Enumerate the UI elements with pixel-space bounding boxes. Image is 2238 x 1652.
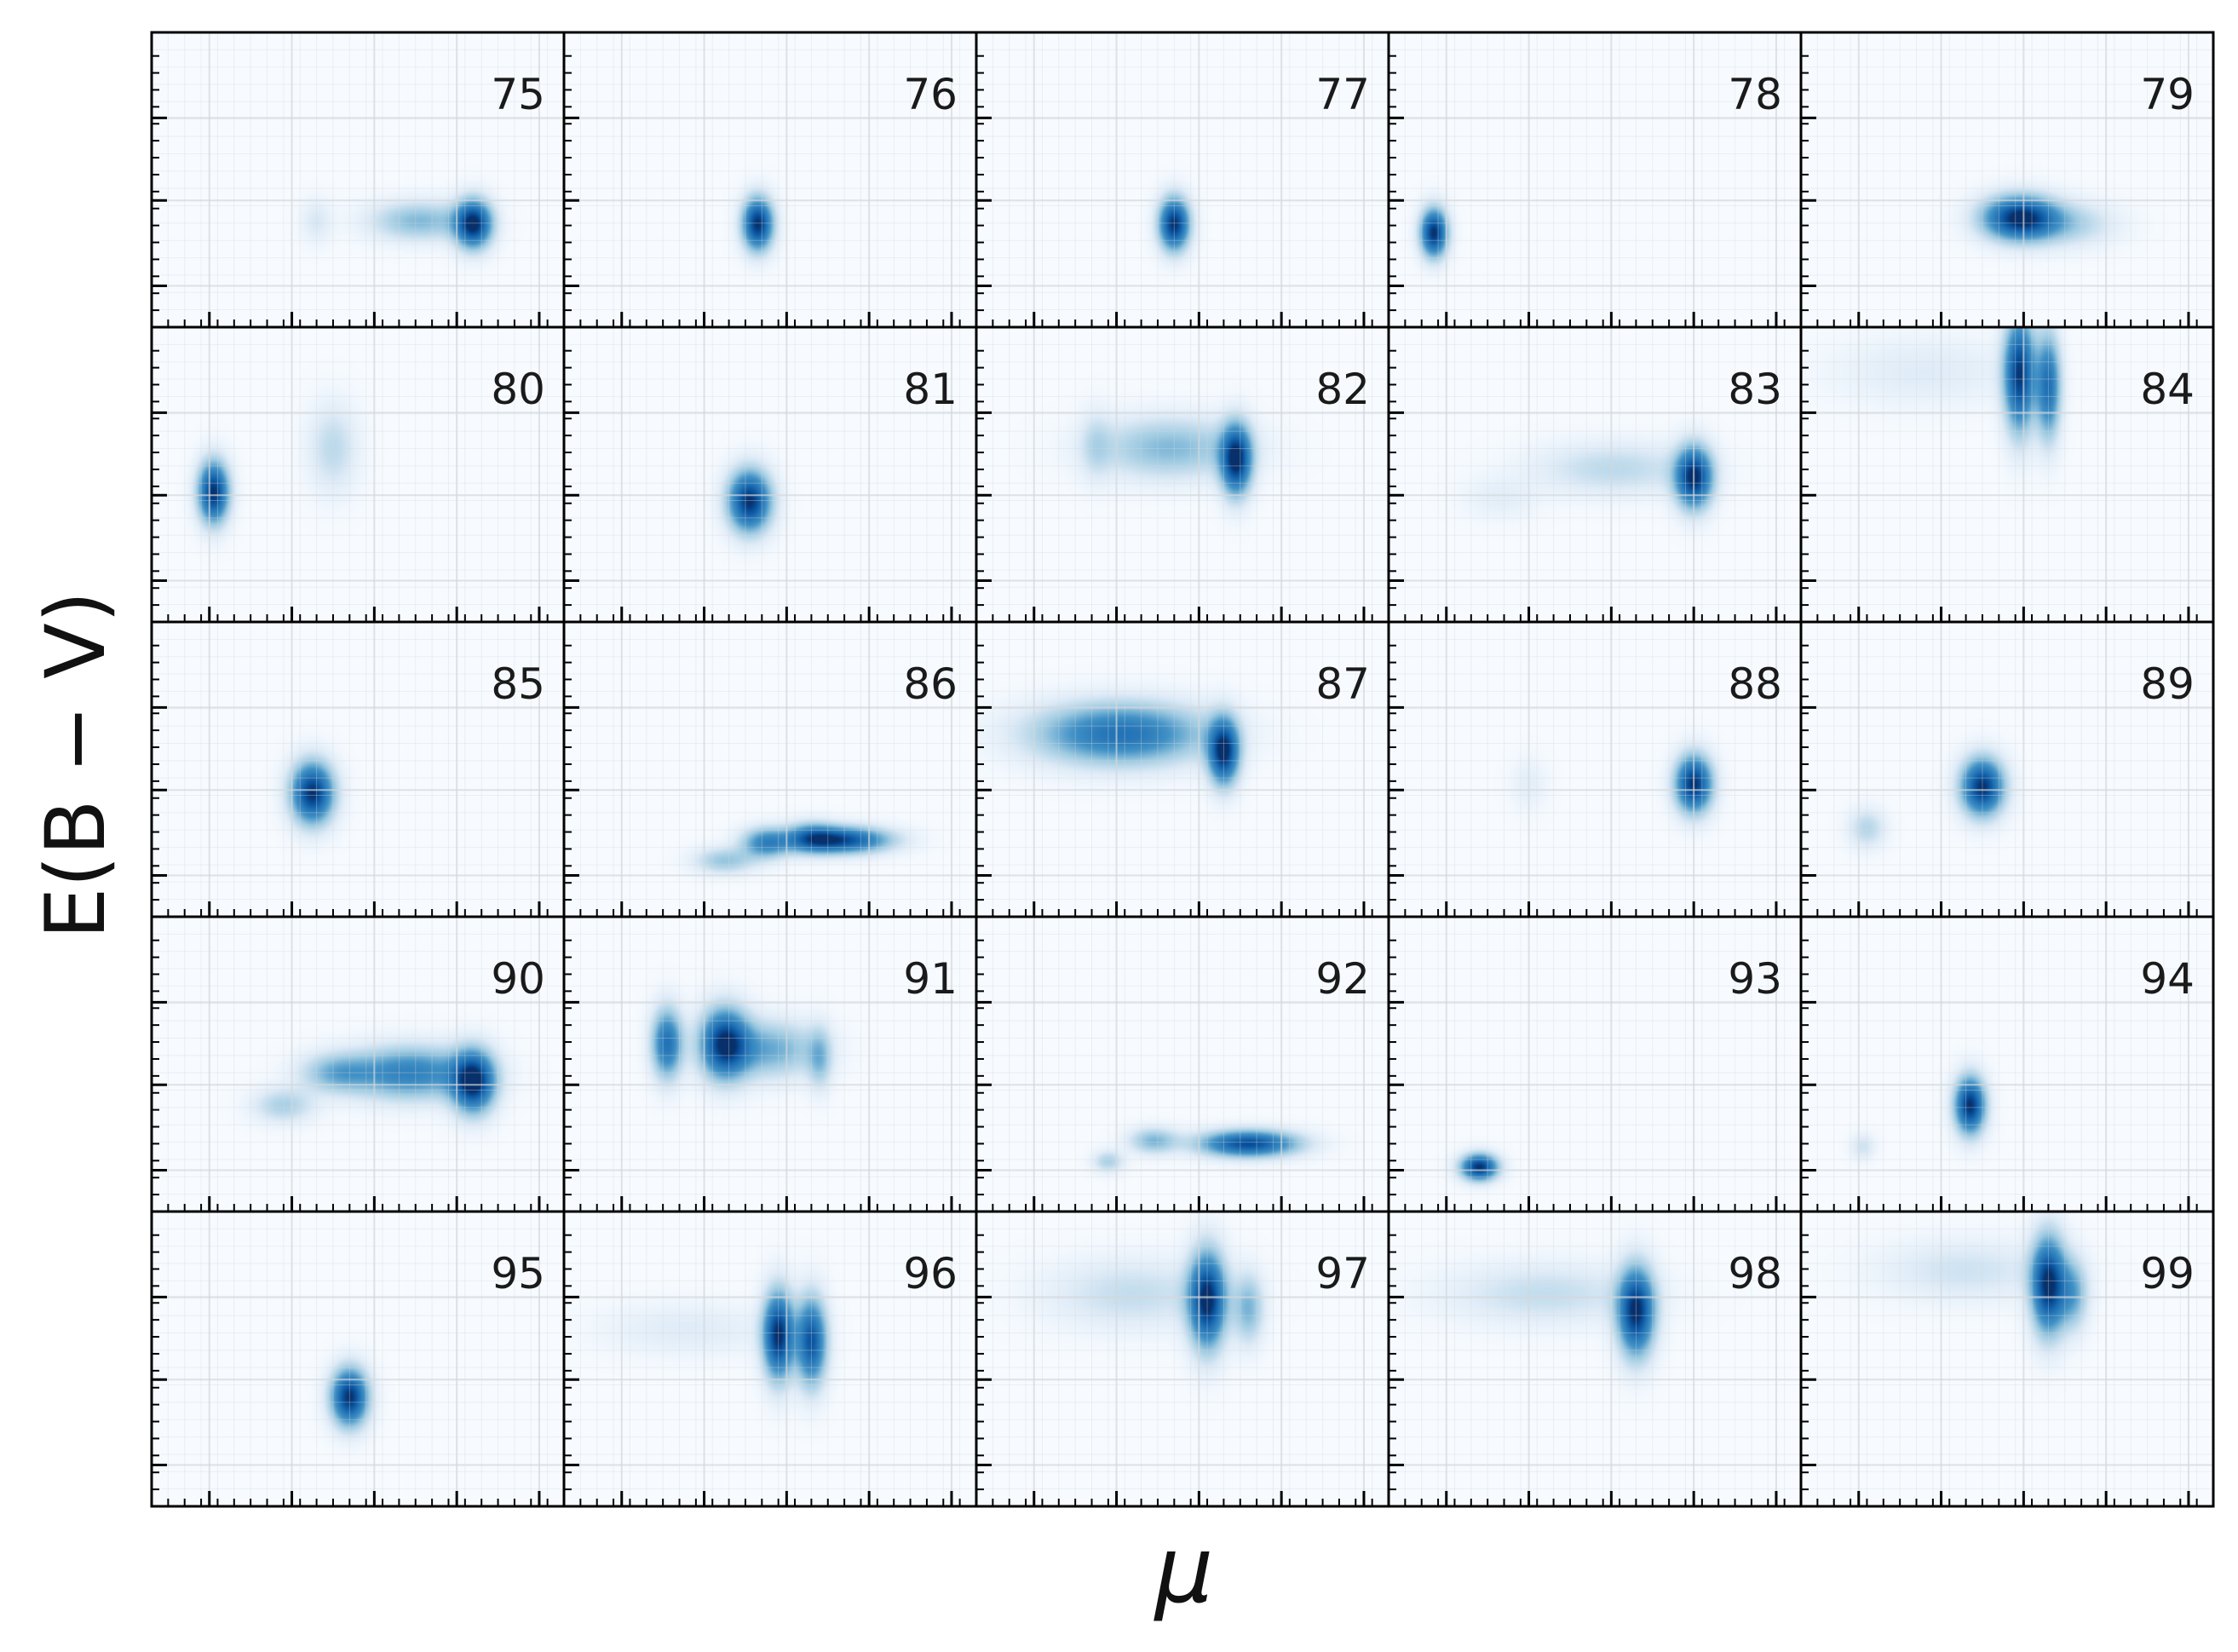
panels-layer: 75 76 77 78 79 80 81 82 83 84 85 86 87 88 89 90 91 92 93 94… [150, 31, 2215, 1508]
panel-89: 89 [1799, 620, 2215, 918]
density-heatmap [1801, 32, 2213, 327]
density-heatmap [152, 917, 564, 1212]
density-heatmap [1801, 1212, 2213, 1506]
panel-75: 75 [150, 31, 566, 329]
density-heatmap [976, 1212, 1389, 1506]
panel-number-label: 89 [2140, 659, 2195, 709]
panel-97: 97 [975, 1210, 1390, 1508]
density-heatmap [1801, 622, 2213, 917]
panel-number-label: 85 [491, 659, 545, 709]
density-heatmap [152, 1212, 564, 1506]
panel-number-label: 93 [1728, 954, 1782, 1004]
panel-87: 87 [975, 620, 1390, 918]
panel-number-label: 77 [1315, 70, 1370, 119]
x-axis-label: μ [1154, 1517, 1214, 1624]
panel-number-label: 98 [1728, 1249, 1782, 1298]
panel-number-label: 88 [1728, 659, 1782, 709]
panel-85: 85 [150, 620, 566, 918]
panel-78: 78 [1387, 31, 1803, 329]
panel-frame [1799, 1210, 2215, 1508]
panel-number-label: 91 [903, 954, 958, 1004]
panel-number-label: 86 [903, 659, 958, 709]
panel-number-label: 97 [1315, 1249, 1370, 1298]
panel-98: 98 [1387, 1210, 1803, 1508]
density-heatmap [564, 327, 976, 622]
density-heatmap [1389, 327, 1801, 622]
panel-number-label: 92 [1315, 954, 1370, 1004]
panel-90: 90 [150, 915, 566, 1213]
panel-83: 83 [1387, 325, 1803, 624]
panel-86: 86 [562, 620, 978, 918]
panel-99: 99 [1799, 1210, 2215, 1508]
panel-76: 76 [562, 31, 978, 329]
panel-number-label: 79 [2140, 70, 2195, 119]
density-heatmap [1389, 32, 1801, 327]
panel-number-label: 82 [1315, 365, 1370, 414]
panel-number-label: 76 [903, 70, 958, 119]
panel-95: 95 [150, 1210, 566, 1508]
density-heatmap [976, 917, 1389, 1212]
density-heatmap [976, 622, 1389, 917]
panel-94: 94 [1799, 915, 2215, 1213]
panel-82: 82 [975, 325, 1390, 624]
panel-93: 93 [1387, 915, 1803, 1213]
panel-number-label: 87 [1315, 659, 1370, 709]
panel-79: 79 [1799, 31, 2215, 329]
panel-number-label: 81 [903, 365, 958, 414]
panel-number-label: 84 [2140, 365, 2195, 414]
density-heatmap [564, 622, 976, 917]
panel-number-label: 90 [491, 954, 545, 1004]
panel-80: 80 [150, 325, 566, 624]
panel-number-label: 83 [1728, 365, 1782, 414]
panel-88: 88 [1387, 620, 1803, 918]
y-axis-label: E(B − V) [28, 591, 124, 940]
panel-84: 84 [1799, 325, 2215, 624]
density-heatmap [1389, 622, 1801, 917]
panel-92: 92 [975, 915, 1390, 1213]
density-heatmap [1801, 917, 2213, 1212]
density-heatmap [152, 622, 564, 917]
density-heatmap [564, 1212, 976, 1506]
panel-number-label: 95 [491, 1249, 545, 1298]
density-heatmap [976, 32, 1389, 327]
density-heatmap [564, 32, 976, 327]
panel-96: 96 [562, 1210, 978, 1508]
panel-81: 81 [562, 325, 978, 624]
density-heatmap [1389, 1212, 1801, 1506]
panel-number-label: 80 [491, 365, 545, 414]
panel-91: 91 [562, 915, 978, 1213]
panel-number-label: 96 [903, 1249, 958, 1298]
panel-77: 77 [975, 31, 1390, 329]
panel-number-label: 78 [1728, 70, 1782, 119]
panel-number-label: 75 [491, 70, 545, 119]
panel-number-label: 94 [2140, 954, 2195, 1004]
density-heatmap [564, 917, 976, 1212]
density-heatmap [1389, 917, 1801, 1212]
density-heatmap [1801, 327, 2213, 622]
panel-number-label: 99 [2140, 1249, 2195, 1298]
density-heatmap [976, 327, 1389, 622]
density-heatmap [152, 32, 564, 327]
density-heatmap [152, 327, 564, 622]
